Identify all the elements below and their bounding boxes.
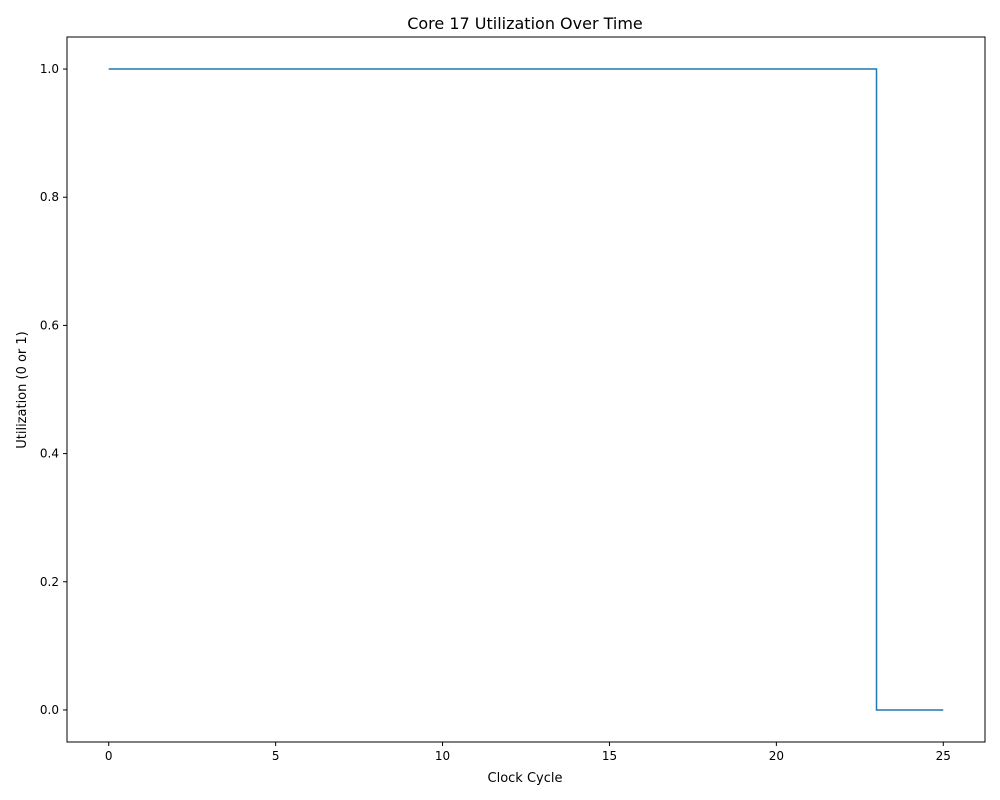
x-tick-label: 20 xyxy=(769,749,784,763)
y-tick-label: 0.0 xyxy=(40,703,59,717)
y-tick-label: 0.4 xyxy=(40,447,59,461)
chart-title: Core 17 Utilization Over Time xyxy=(407,14,643,33)
series-line-0 xyxy=(108,68,944,711)
plot-area xyxy=(108,68,944,711)
axes-frame xyxy=(66,36,986,743)
x-tick-label: 25 xyxy=(936,749,951,763)
y-tick-label: 0.6 xyxy=(40,318,59,332)
x-tick-label: 15 xyxy=(602,749,617,763)
y-tick-label: 1.0 xyxy=(40,62,59,76)
y-tick-label: 0.2 xyxy=(40,575,59,589)
x-axis: 0 5 10 15 20 25 xyxy=(105,742,951,763)
x-tick-label: 5 xyxy=(272,749,280,763)
y-tick-label: 0.8 xyxy=(40,190,59,204)
x-tick-label: 10 xyxy=(435,749,450,763)
x-tick-label: 0 xyxy=(105,749,113,763)
y-axis-label: Utilization (0 or 1) xyxy=(15,331,30,449)
x-axis-label: Clock Cycle xyxy=(488,771,563,786)
y-axis: 0.0 0.2 0.4 0.6 0.8 1.0 xyxy=(40,62,67,717)
